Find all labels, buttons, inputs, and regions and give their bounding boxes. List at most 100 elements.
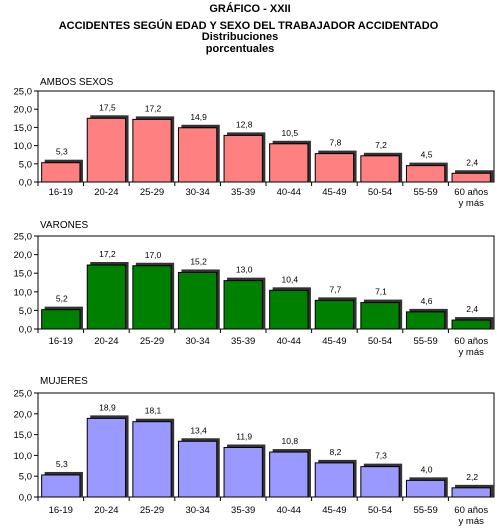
chart-title: ACCIDENTES SEGÚN EDAD Y SEXO DEL TRABAJA… xyxy=(58,20,439,32)
y-tick-label: 25,0 xyxy=(14,232,33,243)
category-label: 30-34 xyxy=(185,336,209,347)
bar-value-label: 17,2 xyxy=(99,249,116,259)
category-label: 30-34 xyxy=(185,187,209,198)
bar-value-label: 2,4 xyxy=(466,304,478,314)
bar xyxy=(451,172,491,183)
y-tick-label: 0,0 xyxy=(19,178,32,189)
bar-value-label: 7,7 xyxy=(329,284,341,294)
bar xyxy=(360,466,400,498)
y-tick-label: 20,0 xyxy=(14,409,33,420)
category-label: 35-39 xyxy=(231,187,255,198)
category-label: 50-54 xyxy=(368,336,392,347)
category-label: 16-19 xyxy=(49,336,73,347)
y-tick-label: 20,0 xyxy=(14,105,33,116)
bar xyxy=(314,153,355,183)
category-label: 16-19 xyxy=(49,505,73,516)
bar xyxy=(132,118,172,183)
category-label: 55-59 xyxy=(413,187,437,198)
bar xyxy=(86,417,127,498)
bar xyxy=(405,479,446,498)
panel-title: MUJERES xyxy=(40,376,88,387)
bar-value-label: 10,4 xyxy=(282,274,299,284)
bar xyxy=(223,446,263,498)
bar-value-label: 5,3 xyxy=(56,459,68,469)
bar-value-label: 10,8 xyxy=(282,436,299,446)
category-label: 20-24 xyxy=(94,336,118,347)
bar xyxy=(405,311,446,330)
y-tick-label: 0,0 xyxy=(19,325,32,336)
bar-value-label: 5,3 xyxy=(56,147,68,157)
bar xyxy=(405,165,446,183)
y-tick-label: 15,0 xyxy=(14,269,33,280)
bar xyxy=(360,302,400,330)
category-label: 55-59 xyxy=(413,505,437,516)
bar-value-label: 4,5 xyxy=(421,150,433,160)
chart-subtitle: Distribuciones porcentuales xyxy=(201,31,279,55)
y-tick-label: 25,0 xyxy=(14,389,33,400)
bar-value-label: 7,8 xyxy=(329,138,341,148)
category-label: 35-39 xyxy=(231,336,255,347)
category-label: 40-44 xyxy=(277,336,301,347)
category-label: 60 años y más xyxy=(454,187,488,209)
bar xyxy=(41,309,81,330)
panel-title: AMBOS SEXOS xyxy=(40,77,114,88)
bar-value-label: 18,1 xyxy=(145,406,162,416)
category-label: 16-19 xyxy=(49,187,73,198)
bar-value-label: 4,0 xyxy=(421,464,433,474)
bar xyxy=(451,487,491,498)
bar xyxy=(177,271,218,330)
bar-value-label: 7,1 xyxy=(375,287,387,297)
bar xyxy=(269,289,309,330)
figure-number: GRÁFICO - XXII xyxy=(209,3,291,15)
bar xyxy=(269,451,309,498)
bar-value-label: 17,0 xyxy=(145,250,162,260)
category-label: 50-54 xyxy=(368,187,392,198)
y-tick-label: 10,0 xyxy=(14,451,33,462)
bar xyxy=(132,421,172,498)
y-tick-label: 10,0 xyxy=(14,287,33,298)
bar xyxy=(314,462,355,498)
category-label: 40-44 xyxy=(277,505,301,516)
category-label: 25-29 xyxy=(140,505,164,516)
bar-value-label: 2,2 xyxy=(466,472,478,482)
bar-value-label: 7,2 xyxy=(375,140,387,150)
bar xyxy=(41,162,81,183)
chart-mujeres: MUJERES 0,0 5,0 10,0 15,0 20,0 25,0 5,3 16-19 18,… xyxy=(14,376,495,527)
bar xyxy=(269,143,309,183)
category-label: 45-49 xyxy=(322,187,346,198)
bar xyxy=(177,127,218,183)
chart-ambos-sexos: AMBOS SEXOS 0,0 5,0 10,0 15,0 20,0 25,0 5,3 16-1… xyxy=(14,77,495,209)
y-tick-label: 5,0 xyxy=(19,306,32,317)
bar-value-label: 11,9 xyxy=(236,431,252,441)
category-label: 60 años y más xyxy=(454,336,488,358)
category-label: 45-49 xyxy=(322,505,346,516)
bar-value-label: 15,2 xyxy=(190,256,207,266)
category-label: 60 años y más xyxy=(454,505,488,527)
panel-title: VARONES xyxy=(40,220,88,231)
category-label: 25-29 xyxy=(140,187,164,198)
bar xyxy=(86,264,127,330)
category-label: 20-24 xyxy=(94,505,118,516)
bar xyxy=(177,440,218,498)
bar xyxy=(132,265,172,330)
bar-value-label: 14,9 xyxy=(190,112,207,122)
bar-value-label: 10,5 xyxy=(282,128,299,138)
bar-value-label: 8,2 xyxy=(329,447,341,457)
y-tick-label: 0,0 xyxy=(19,493,32,504)
bar-value-label: 5,2 xyxy=(56,294,68,304)
y-tick-label: 15,0 xyxy=(14,430,33,441)
category-label: 20-24 xyxy=(94,187,118,198)
bar-value-label: 4,6 xyxy=(421,296,433,306)
bar-value-label: 2,4 xyxy=(466,157,478,167)
category-label: 55-59 xyxy=(413,336,437,347)
category-label: 30-34 xyxy=(185,505,209,516)
bar-value-label: 12,8 xyxy=(236,119,253,129)
bar xyxy=(86,117,127,183)
bar-value-label: 17,5 xyxy=(99,102,116,112)
y-tick-label: 15,0 xyxy=(14,123,33,134)
category-label: 25-29 xyxy=(140,336,164,347)
category-label: 50-54 xyxy=(368,505,392,516)
bar xyxy=(41,474,81,498)
bar-value-label: 13,4 xyxy=(190,425,207,435)
bar xyxy=(223,134,263,183)
